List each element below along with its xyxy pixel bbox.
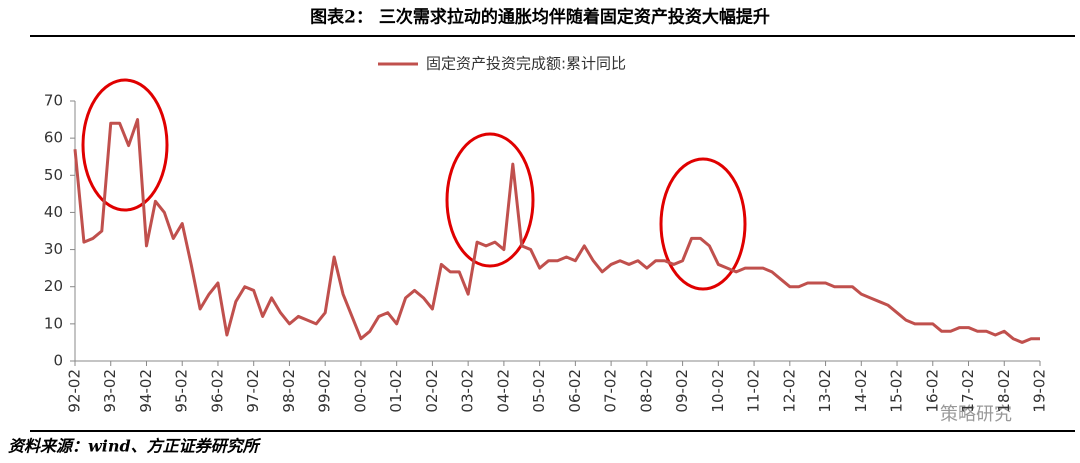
x-tick-label: 10-02 [709, 369, 727, 413]
y-tick-label: 70 [44, 92, 63, 110]
x-tick-label: 04-02 [494, 369, 512, 413]
x-tick-label: 13-02 [816, 369, 834, 413]
x-tick-label: 18-02 [995, 369, 1013, 413]
x-tick-label: 07-02 [602, 369, 620, 413]
x-tick-label: 19-02 [1031, 369, 1049, 413]
x-tick-label: 08-02 [637, 369, 655, 413]
chart-title: 图表2： 三次需求拉动的通胀均伴随着固定资产投资大幅提升 [310, 7, 770, 28]
x-tick-label: 99-02 [316, 369, 334, 413]
x-tick-label: 92-02 [66, 369, 84, 413]
x-tick-label: 06-02 [566, 369, 584, 413]
y-tick-label: 20 [44, 277, 63, 295]
y-tick-label: 50 [44, 166, 63, 184]
x-tick-label: 93-02 [101, 369, 119, 413]
x-tick-label: 16-02 [923, 369, 941, 413]
y-tick-label: 0 [53, 352, 63, 370]
x-tick-label: 02-02 [423, 369, 441, 413]
x-tick-label: 00-02 [351, 369, 369, 413]
x-tick-label: 05-02 [530, 369, 548, 413]
highlight-ellipse [445, 132, 535, 268]
data-line [73, 118, 1040, 344]
x-tick-label: 17-02 [959, 369, 977, 413]
source: 资料来源：wind、方正证券研究所 [8, 437, 262, 456]
y-tick-label: 10 [44, 314, 63, 332]
x-tick-label: 11-02 [745, 369, 763, 413]
x-tick-label: 96-02 [208, 369, 226, 413]
highlight-ellipse [659, 157, 747, 291]
x-tick-label: 14-02 [852, 369, 870, 413]
y-tick-label: 60 [44, 129, 63, 147]
x-tick-label: 98-02 [280, 369, 298, 413]
y-tick-label: 30 [44, 240, 63, 258]
x-tick-label: 94-02 [137, 369, 155, 413]
x-tick-label: 03-02 [459, 369, 477, 413]
x-tick-label: 15-02 [888, 369, 906, 413]
x-tick-label: 09-02 [673, 369, 691, 413]
legend-label: 固定资产投资完成额:累计同比 [426, 55, 626, 73]
y-tick-label: 40 [44, 203, 63, 221]
watermark: 策略研究 [940, 404, 1012, 425]
x-tick-label: 97-02 [244, 369, 262, 413]
x-tick-label: 01-02 [387, 369, 405, 413]
highlight-ellipse [81, 78, 169, 212]
x-tick-label: 95-02 [173, 369, 191, 413]
x-tick-label: 12-02 [780, 369, 798, 413]
